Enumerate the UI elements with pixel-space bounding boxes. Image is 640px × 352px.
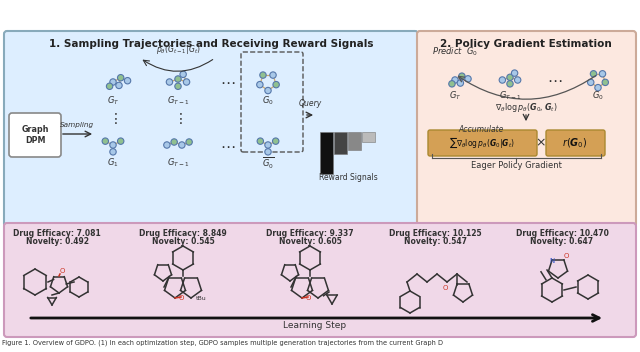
Circle shape [118, 75, 124, 81]
Text: Graph
DPM: Graph DPM [21, 125, 49, 145]
Text: Drug Efficacy: 7.081: Drug Efficacy: 7.081 [13, 228, 101, 238]
Text: Novelty: 0.547: Novelty: 0.547 [403, 237, 467, 245]
Circle shape [166, 79, 173, 85]
Circle shape [164, 142, 170, 148]
Circle shape [179, 142, 185, 148]
Text: Novelty: 0.545: Novelty: 0.545 [152, 237, 214, 245]
Text: O: O [563, 253, 569, 259]
Circle shape [257, 138, 264, 144]
Circle shape [511, 70, 518, 76]
Text: Drug Efficacy: 9.337: Drug Efficacy: 9.337 [266, 228, 354, 238]
Circle shape [257, 81, 263, 88]
Text: $G_{T-1}$: $G_{T-1}$ [167, 157, 189, 169]
FancyBboxPatch shape [417, 31, 636, 227]
Text: Sampling: Sampling [60, 122, 94, 128]
Circle shape [175, 76, 181, 82]
Circle shape [452, 77, 458, 83]
Circle shape [499, 77, 506, 83]
Circle shape [265, 142, 271, 148]
Circle shape [507, 74, 513, 81]
Text: O: O [60, 268, 65, 274]
Circle shape [110, 142, 116, 148]
Text: $\nabla_\theta \log p_\theta(\boldsymbol{G}_0, \boldsymbol{G}_t)$: $\nabla_\theta \log p_\theta(\boldsymbol… [495, 101, 557, 114]
Circle shape [110, 79, 116, 85]
Circle shape [602, 79, 609, 86]
Circle shape [186, 139, 192, 145]
Text: $G_0$: $G_0$ [262, 95, 274, 107]
Circle shape [599, 71, 605, 77]
Circle shape [273, 81, 279, 88]
Text: $G_T$: $G_T$ [107, 95, 119, 107]
Text: $G_0$: $G_0$ [592, 90, 604, 102]
Circle shape [110, 149, 116, 155]
Text: Accumulate: Accumulate [458, 126, 504, 134]
Circle shape [265, 87, 271, 94]
Text: $\sum \nabla_\theta \log p_\theta(\boldsymbol{G}_0|\boldsymbol{G}_t)$: $\sum \nabla_\theta \log p_\theta(\bolds… [449, 136, 515, 150]
Text: Reward Signals: Reward Signals [319, 172, 378, 182]
Circle shape [595, 84, 601, 91]
Circle shape [457, 80, 463, 86]
Text: Drug Efficacy: 10.470: Drug Efficacy: 10.470 [516, 228, 609, 238]
Text: O: O [179, 295, 184, 301]
Text: $r(\boldsymbol{G}_0)$: $r(\boldsymbol{G}_0)$ [563, 136, 588, 150]
Text: O: O [305, 295, 310, 301]
Circle shape [465, 76, 471, 82]
Circle shape [260, 72, 266, 78]
Circle shape [183, 79, 189, 85]
Text: $\cdots$: $\cdots$ [220, 75, 236, 89]
Bar [348, 132, 361, 150]
Circle shape [270, 72, 276, 78]
Text: Novelty: 0.647: Novelty: 0.647 [531, 237, 593, 245]
Text: Drug Efficacy: 8.849: Drug Efficacy: 8.849 [139, 228, 227, 238]
Text: 2. Policy Gradient Estimation: 2. Policy Gradient Estimation [440, 39, 612, 49]
FancyBboxPatch shape [4, 31, 418, 227]
Text: Predict  $G_0$: Predict $G_0$ [432, 46, 478, 58]
Circle shape [116, 82, 122, 89]
Circle shape [106, 83, 113, 89]
Text: Learning Step: Learning Step [284, 321, 347, 331]
Text: Eager Policy Gradient: Eager Policy Gradient [470, 162, 561, 170]
Circle shape [590, 71, 596, 77]
Circle shape [459, 73, 465, 79]
Text: Drug Efficacy: 10.125: Drug Efficacy: 10.125 [388, 228, 481, 238]
Text: Query: Query [298, 99, 322, 108]
Text: $G_{T-1}$: $G_{T-1}$ [167, 95, 189, 107]
FancyBboxPatch shape [9, 113, 61, 157]
Text: $G_T$: $G_T$ [449, 90, 461, 102]
Circle shape [265, 149, 271, 155]
Text: O: O [442, 285, 448, 291]
Bar [362, 132, 375, 142]
Text: $\cdots$: $\cdots$ [547, 73, 563, 88]
Bar [334, 132, 347, 154]
Text: tBu: tBu [196, 296, 206, 301]
Circle shape [175, 83, 181, 89]
Circle shape [171, 139, 177, 145]
Circle shape [449, 81, 455, 87]
FancyBboxPatch shape [4, 223, 636, 337]
Text: $G_1$: $G_1$ [107, 157, 119, 169]
Text: $\times$: $\times$ [534, 137, 545, 150]
Circle shape [124, 77, 131, 84]
Circle shape [273, 138, 279, 144]
Circle shape [180, 71, 186, 77]
FancyBboxPatch shape [546, 130, 605, 156]
Text: 1. Sampling Trajectories and Receiving Reward Signals: 1. Sampling Trajectories and Receiving R… [49, 39, 373, 49]
Text: Novelty: 0.492: Novelty: 0.492 [26, 237, 88, 245]
Text: $\overline{G_0}$: $\overline{G_0}$ [262, 155, 274, 171]
Text: $p_\theta(G_{t-1}|G_t)$: $p_\theta(G_{t-1}|G_t)$ [156, 44, 200, 57]
FancyBboxPatch shape [428, 130, 537, 156]
Text: $\vdots$: $\vdots$ [108, 112, 118, 126]
Circle shape [515, 77, 521, 83]
Bar [320, 132, 333, 174]
Text: $G_{T-1}$: $G_{T-1}$ [499, 90, 521, 102]
Text: N: N [549, 258, 555, 264]
Circle shape [118, 138, 124, 144]
Text: Figure 1. Overview of GDPO. (1) In each optimization step, GDPO samples multiple: Figure 1. Overview of GDPO. (1) In each … [2, 340, 443, 346]
Circle shape [588, 79, 594, 86]
Circle shape [102, 138, 109, 144]
Circle shape [507, 81, 513, 87]
Text: Novelty: 0.605: Novelty: 0.605 [278, 237, 341, 245]
Text: $\cdots$: $\cdots$ [220, 138, 236, 152]
Text: $\vdots$: $\vdots$ [173, 112, 183, 126]
